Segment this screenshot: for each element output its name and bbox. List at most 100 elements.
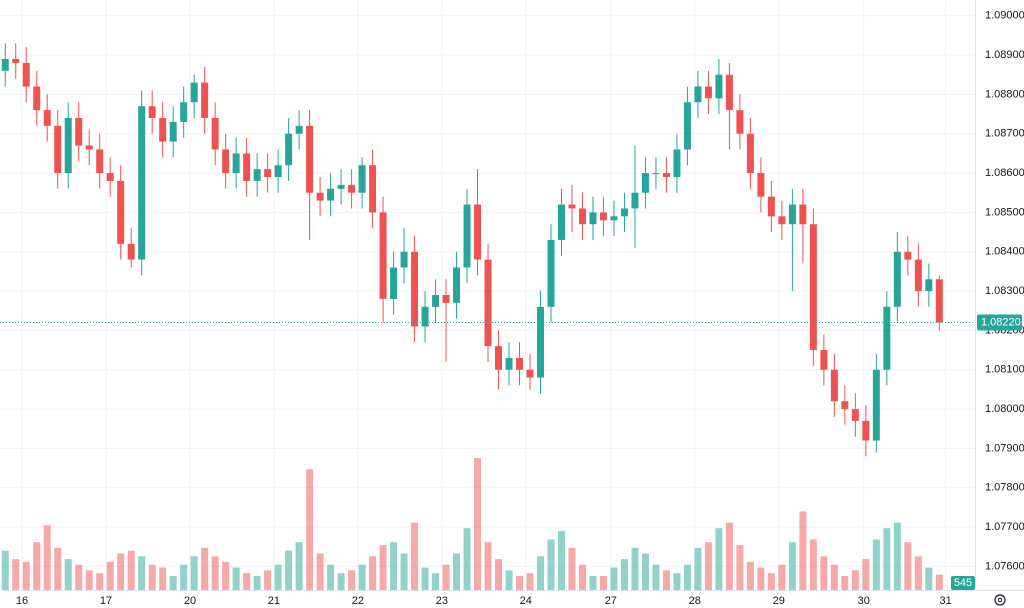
volume-bar bbox=[148, 564, 156, 590]
y-tick-label: 1.07900 bbox=[985, 442, 1024, 454]
volume-bar bbox=[337, 573, 345, 590]
volume-bar bbox=[411, 522, 419, 590]
volume-bar bbox=[862, 559, 870, 590]
volume-bar bbox=[547, 539, 555, 590]
candle-body bbox=[568, 204, 576, 209]
candle-body bbox=[264, 169, 272, 177]
volume-bar bbox=[432, 573, 440, 590]
last-volume-box bbox=[951, 576, 975, 590]
candle-body bbox=[306, 125, 314, 193]
volume-bar bbox=[232, 567, 240, 590]
volume-bar bbox=[767, 573, 775, 590]
volume-bar bbox=[578, 564, 586, 590]
volume-bar bbox=[925, 567, 933, 590]
candle-body bbox=[12, 59, 20, 63]
candle-body bbox=[180, 102, 188, 122]
candle-body bbox=[484, 259, 492, 347]
volume-bar bbox=[369, 556, 377, 590]
volume-bar bbox=[673, 573, 681, 590]
candle-body bbox=[547, 239, 555, 307]
volume-bar bbox=[736, 545, 744, 590]
volume-bar bbox=[442, 564, 450, 590]
candle-body bbox=[914, 259, 922, 292]
last-price-label: 1.08220 bbox=[981, 316, 1021, 328]
volume-bar bbox=[138, 556, 146, 590]
candle-body bbox=[327, 188, 335, 201]
candle-body bbox=[421, 306, 429, 327]
volume-bar bbox=[715, 528, 723, 590]
candle-body bbox=[232, 153, 240, 174]
candle-body bbox=[348, 184, 356, 193]
candle-body bbox=[746, 133, 754, 174]
x-tick-label: 21 bbox=[268, 595, 280, 607]
volume-bar bbox=[652, 564, 660, 590]
volume-bar bbox=[180, 564, 188, 590]
candle-body bbox=[767, 196, 775, 217]
candle-body bbox=[442, 295, 450, 303]
candles bbox=[1, 43, 943, 457]
candle-body bbox=[537, 306, 545, 378]
volume-bars bbox=[1, 457, 943, 590]
candle-body bbox=[379, 212, 387, 299]
candle-body bbox=[851, 409, 859, 421]
volume-bar bbox=[641, 553, 649, 590]
candle-body bbox=[725, 74, 733, 111]
candle-body bbox=[43, 110, 51, 126]
volume-bar bbox=[778, 564, 786, 590]
settings-icon[interactable] bbox=[994, 594, 1006, 606]
candle-body bbox=[148, 106, 156, 118]
candle-body bbox=[106, 173, 114, 181]
volume-bar bbox=[872, 539, 880, 590]
candle-body bbox=[883, 306, 891, 370]
volume-bar bbox=[264, 570, 272, 590]
y-tick-label: 1.07800 bbox=[985, 482, 1024, 494]
volume-bar bbox=[12, 559, 20, 590]
candle-body bbox=[935, 279, 943, 323]
y-tick-label: 1.08100 bbox=[985, 364, 1024, 376]
volume-bar bbox=[841, 575, 849, 590]
settings-icon-center[interactable] bbox=[997, 597, 1003, 603]
candle-body bbox=[809, 224, 817, 351]
candle-body bbox=[589, 212, 597, 225]
candle-body bbox=[85, 145, 93, 150]
y-tick-label: 1.08300 bbox=[985, 285, 1024, 297]
candle-body bbox=[222, 149, 230, 174]
volume-bar bbox=[704, 542, 712, 590]
candle-body bbox=[862, 420, 870, 441]
candle-body bbox=[159, 118, 167, 142]
candle-body bbox=[736, 110, 744, 134]
candle-body bbox=[432, 295, 440, 307]
candle-body bbox=[526, 369, 534, 378]
candle-body bbox=[463, 204, 471, 268]
candle-body bbox=[516, 357, 524, 370]
candle-body bbox=[610, 216, 618, 221]
settings-button[interactable] bbox=[994, 594, 1006, 606]
candle-body bbox=[704, 86, 712, 99]
volume-bar bbox=[33, 542, 41, 590]
x-tick-label: 24 bbox=[520, 595, 532, 607]
x-tick-label: 23 bbox=[436, 595, 448, 607]
x-tick-label: 27 bbox=[605, 595, 617, 607]
candle-body bbox=[505, 357, 513, 370]
volume-bar bbox=[537, 556, 545, 590]
volume-bar bbox=[22, 561, 30, 590]
candle-body bbox=[799, 204, 807, 225]
candle-body bbox=[757, 173, 765, 197]
candle-body bbox=[127, 243, 135, 260]
candle-body bbox=[337, 184, 345, 189]
candle-body bbox=[778, 216, 786, 225]
volume-bar bbox=[557, 531, 565, 590]
candle-body bbox=[190, 82, 198, 103]
volume-bar bbox=[96, 573, 104, 590]
volume-bar bbox=[348, 570, 356, 590]
candle-body bbox=[117, 180, 125, 244]
volume-bar bbox=[568, 547, 576, 590]
volume-bar bbox=[453, 553, 461, 590]
volume-bar bbox=[117, 553, 125, 590]
volume-bar bbox=[127, 550, 135, 590]
candle-body bbox=[243, 153, 251, 181]
volume-bar bbox=[883, 528, 891, 590]
candle-body bbox=[557, 204, 565, 240]
candle-body bbox=[316, 192, 324, 201]
y-tick-label: 1.08700 bbox=[985, 128, 1024, 140]
